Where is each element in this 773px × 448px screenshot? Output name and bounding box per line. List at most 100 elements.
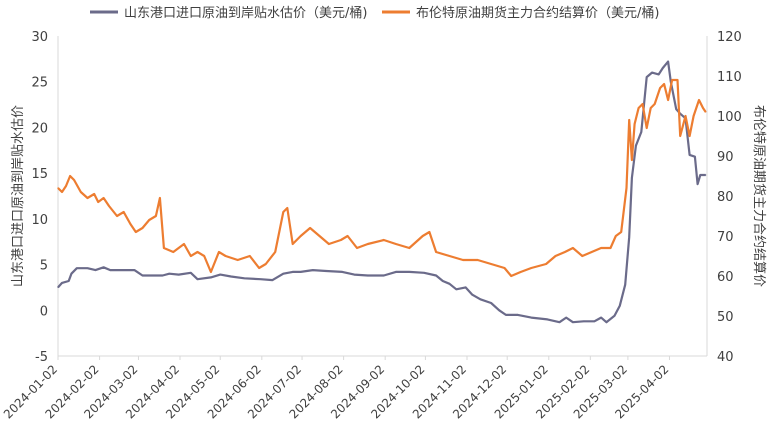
data-point <box>520 271 522 273</box>
data-point <box>619 305 621 307</box>
data-point <box>163 247 165 249</box>
data-point <box>448 283 451 285</box>
data-point <box>123 211 125 213</box>
left-tick-label: 30 <box>31 30 48 45</box>
data-point <box>651 72 653 74</box>
data-point <box>61 282 63 284</box>
data-point <box>210 271 212 273</box>
right-tick-label: 50 <box>717 310 734 325</box>
data-point <box>282 211 284 213</box>
data-point <box>693 115 695 117</box>
data-point <box>675 108 677 110</box>
data-point <box>684 115 687 117</box>
data-point <box>129 223 131 225</box>
data-point <box>168 273 170 275</box>
data-point <box>671 79 673 81</box>
data-point <box>530 267 532 269</box>
data-point <box>572 321 574 323</box>
data-point <box>183 243 185 245</box>
data-point <box>422 235 424 237</box>
data-point <box>697 183 699 185</box>
data-point <box>593 320 596 322</box>
data-point <box>225 255 227 257</box>
data-point <box>435 251 437 253</box>
left-tick-label: 20 <box>31 121 48 136</box>
data-point <box>565 317 567 319</box>
data-point <box>689 154 691 156</box>
data-point <box>57 187 59 189</box>
data-point <box>249 255 251 257</box>
data-point <box>274 251 276 253</box>
data-point <box>258 267 260 269</box>
data-point <box>383 239 385 241</box>
left-tick-label: 25 <box>31 76 48 91</box>
data-point <box>395 271 397 273</box>
data-point <box>340 239 342 241</box>
data-point <box>546 318 549 320</box>
data-point <box>465 286 467 288</box>
plot-area <box>57 60 707 324</box>
data-point <box>356 247 358 249</box>
data-point <box>510 275 512 277</box>
data-point <box>259 278 262 280</box>
data-point <box>271 279 274 281</box>
data-point <box>243 277 245 279</box>
right-tick-label: 40 <box>717 350 734 365</box>
right-tick-label: 60 <box>717 270 734 285</box>
left-tick-label: 10 <box>31 213 48 228</box>
data-point <box>679 135 681 137</box>
data-point <box>554 255 557 257</box>
data-point <box>620 231 622 233</box>
data-point <box>503 267 506 269</box>
data-point <box>631 159 633 161</box>
data-point <box>367 243 369 245</box>
data-point <box>265 263 267 265</box>
left-tick-label: 5 <box>40 259 48 274</box>
data-point <box>86 267 89 269</box>
data-point <box>634 123 636 125</box>
data-point <box>190 272 192 274</box>
data-point <box>613 315 616 317</box>
data-point <box>408 247 410 249</box>
data-point <box>705 174 707 176</box>
data-point <box>94 269 97 271</box>
data-point <box>455 288 457 290</box>
data-point <box>76 267 78 269</box>
data-point <box>395 243 397 245</box>
legend: 山东港口进口原油到岸贴水估价（美元/桶) 布伦特原油期货主力合约结算价（美元/桶) <box>90 5 659 21</box>
data-point <box>155 215 157 217</box>
data-point <box>148 219 150 221</box>
data-point <box>702 107 704 109</box>
data-point <box>108 205 110 207</box>
right-tick-label: 110 <box>717 70 742 85</box>
data-point <box>292 243 294 245</box>
data-point <box>141 227 144 229</box>
data-point <box>517 314 519 316</box>
data-point <box>190 255 192 257</box>
data-point <box>318 235 321 237</box>
data-point <box>650 107 652 109</box>
data-point <box>545 263 547 265</box>
data-point <box>86 197 89 199</box>
left-tick-label: -5 <box>35 350 48 365</box>
data-point <box>286 207 288 209</box>
data-point <box>141 274 144 277</box>
data-point <box>237 259 239 261</box>
data-point <box>159 197 161 199</box>
data-point <box>667 61 669 63</box>
data-point <box>282 273 284 275</box>
data-point <box>658 73 660 75</box>
data-point <box>61 191 63 193</box>
data-point <box>581 255 583 257</box>
data-point <box>628 236 630 238</box>
data-point <box>325 270 327 272</box>
data-point <box>196 251 199 253</box>
data-point <box>663 83 665 85</box>
data-point <box>162 274 164 277</box>
left-axis-title: 山东港口进口原油到岸贴水估价 <box>11 105 26 287</box>
axes: -50510152025304050607080901001101202024-… <box>1 30 767 421</box>
data-point <box>69 175 71 177</box>
data-point <box>479 298 481 300</box>
